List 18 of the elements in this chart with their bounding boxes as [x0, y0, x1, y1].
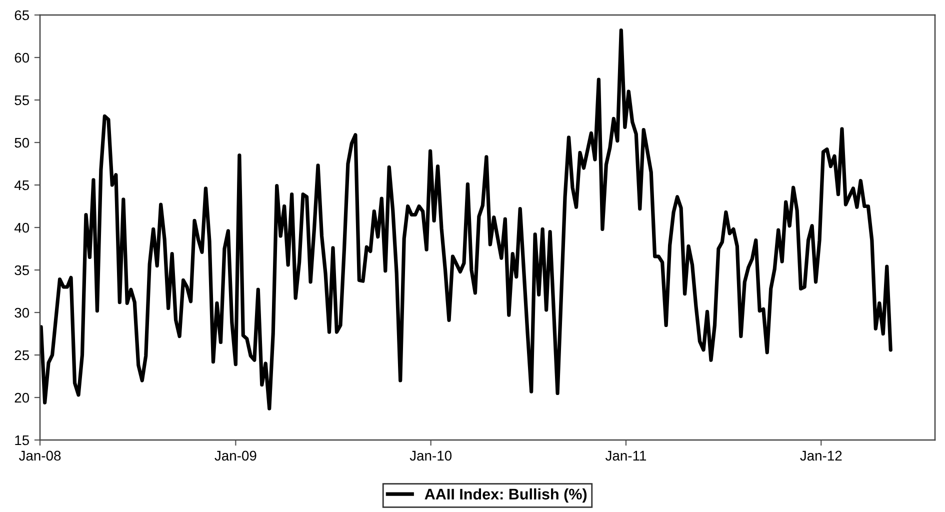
y-tick-label: 20 — [14, 392, 30, 403]
x-tick-label: Jan-10 — [410, 450, 452, 461]
x-tick-label: Jan-08 — [18, 450, 61, 461]
x-tick-label: Jan-09 — [214, 450, 256, 461]
y-tick-label: 25 — [14, 350, 30, 360]
y-tick-label: 45 — [14, 180, 30, 190]
y-tick-label: 60 — [14, 52, 30, 63]
y-tick-label: 50 — [14, 138, 30, 148]
legend-label: AAII Index: Bullish (%) — [424, 488, 587, 503]
y-tick-label: 35 — [14, 265, 30, 276]
x-tick-label: Jan-11 — [605, 450, 646, 461]
y-tick-label: 40 — [14, 222, 30, 233]
line-series — [40, 28, 892, 410]
x-tick-label: Jan-12 — [800, 450, 842, 461]
y-tick-label: 15 — [15, 435, 30, 446]
y-tick-label: 65 — [14, 10, 30, 20]
y-tick-label: 55 — [14, 95, 30, 106]
y-tick-label: 30 — [14, 308, 30, 318]
